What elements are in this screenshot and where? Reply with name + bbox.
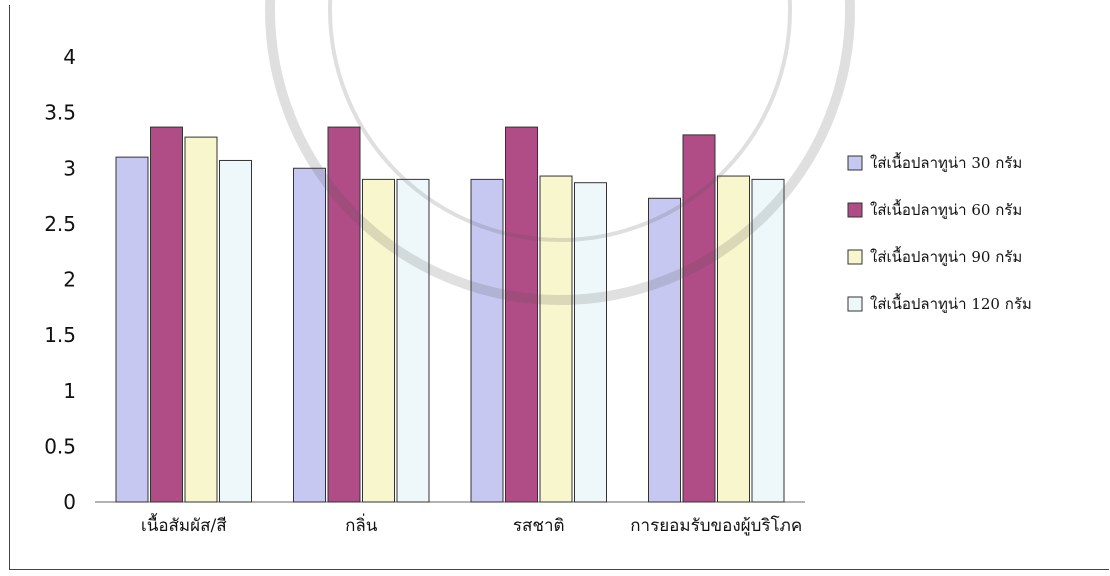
legend-label: ใส่เนื้อปลาทูน่า 90 กรัม — [870, 246, 1022, 266]
y-tick-label: 2.5 — [44, 212, 76, 236]
y-tick-label: 0.5 — [44, 434, 76, 458]
bar — [293, 167, 326, 503]
bar — [751, 178, 785, 503]
y-tick-label: 3 — [63, 156, 76, 180]
legend-swatch — [847, 296, 863, 312]
bar — [396, 178, 430, 503]
bar — [539, 175, 573, 503]
y-tick-label: 0 — [63, 490, 76, 514]
legend-swatch — [847, 249, 863, 265]
bar — [362, 178, 395, 503]
bar — [219, 159, 252, 503]
bar — [682, 134, 716, 503]
bar — [717, 175, 750, 503]
y-tick-label: 1.5 — [44, 323, 76, 347]
y-tick-label: 2 — [63, 268, 76, 292]
x-tick-label: รสชาติ — [513, 516, 565, 536]
legend-label: ใส่เนื้อปลาทูน่า 120 กรัม — [870, 293, 1032, 313]
y-tick-label: 3.5 — [44, 101, 76, 125]
legend-swatch — [847, 155, 863, 171]
y-tick-label: 1 — [63, 379, 76, 403]
bar — [505, 126, 538, 503]
bar — [327, 126, 361, 503]
bar — [115, 156, 149, 503]
bar — [150, 126, 183, 503]
legend: ใส่เนื้อปลาทูน่า 30 กรัมใส่เนื้อปลาทูน่า… — [847, 152, 1032, 313]
y-axis: 0 0.5 1 1.5 2 2.5 3 3.5 4 — [44, 45, 76, 514]
x-tick-label: การยอมรับของผู้บริโภค — [630, 515, 802, 536]
legend-label: ใส่เนื้อปลาทูน่า 60 กรัม — [870, 199, 1022, 219]
x-tick-label: กลิ่น — [345, 513, 378, 536]
bar — [184, 136, 218, 503]
x-tick-label: เนื้อสัมผัส/สี — [141, 513, 227, 536]
chart-frame — [9, 5, 1109, 570]
legend-label: ใส่เนื้อปลาทูน่า 30 กรัม — [870, 152, 1022, 172]
bar — [648, 197, 681, 503]
bar — [470, 178, 504, 503]
y-tick-label: 4 — [63, 45, 76, 69]
bars — [115, 126, 785, 503]
x-axis: เนื้อสัมผัส/สี กลิ่น รสชาติ การยอมรับของผู้… — [141, 513, 802, 536]
bar — [574, 182, 607, 503]
legend-swatch — [847, 202, 863, 218]
